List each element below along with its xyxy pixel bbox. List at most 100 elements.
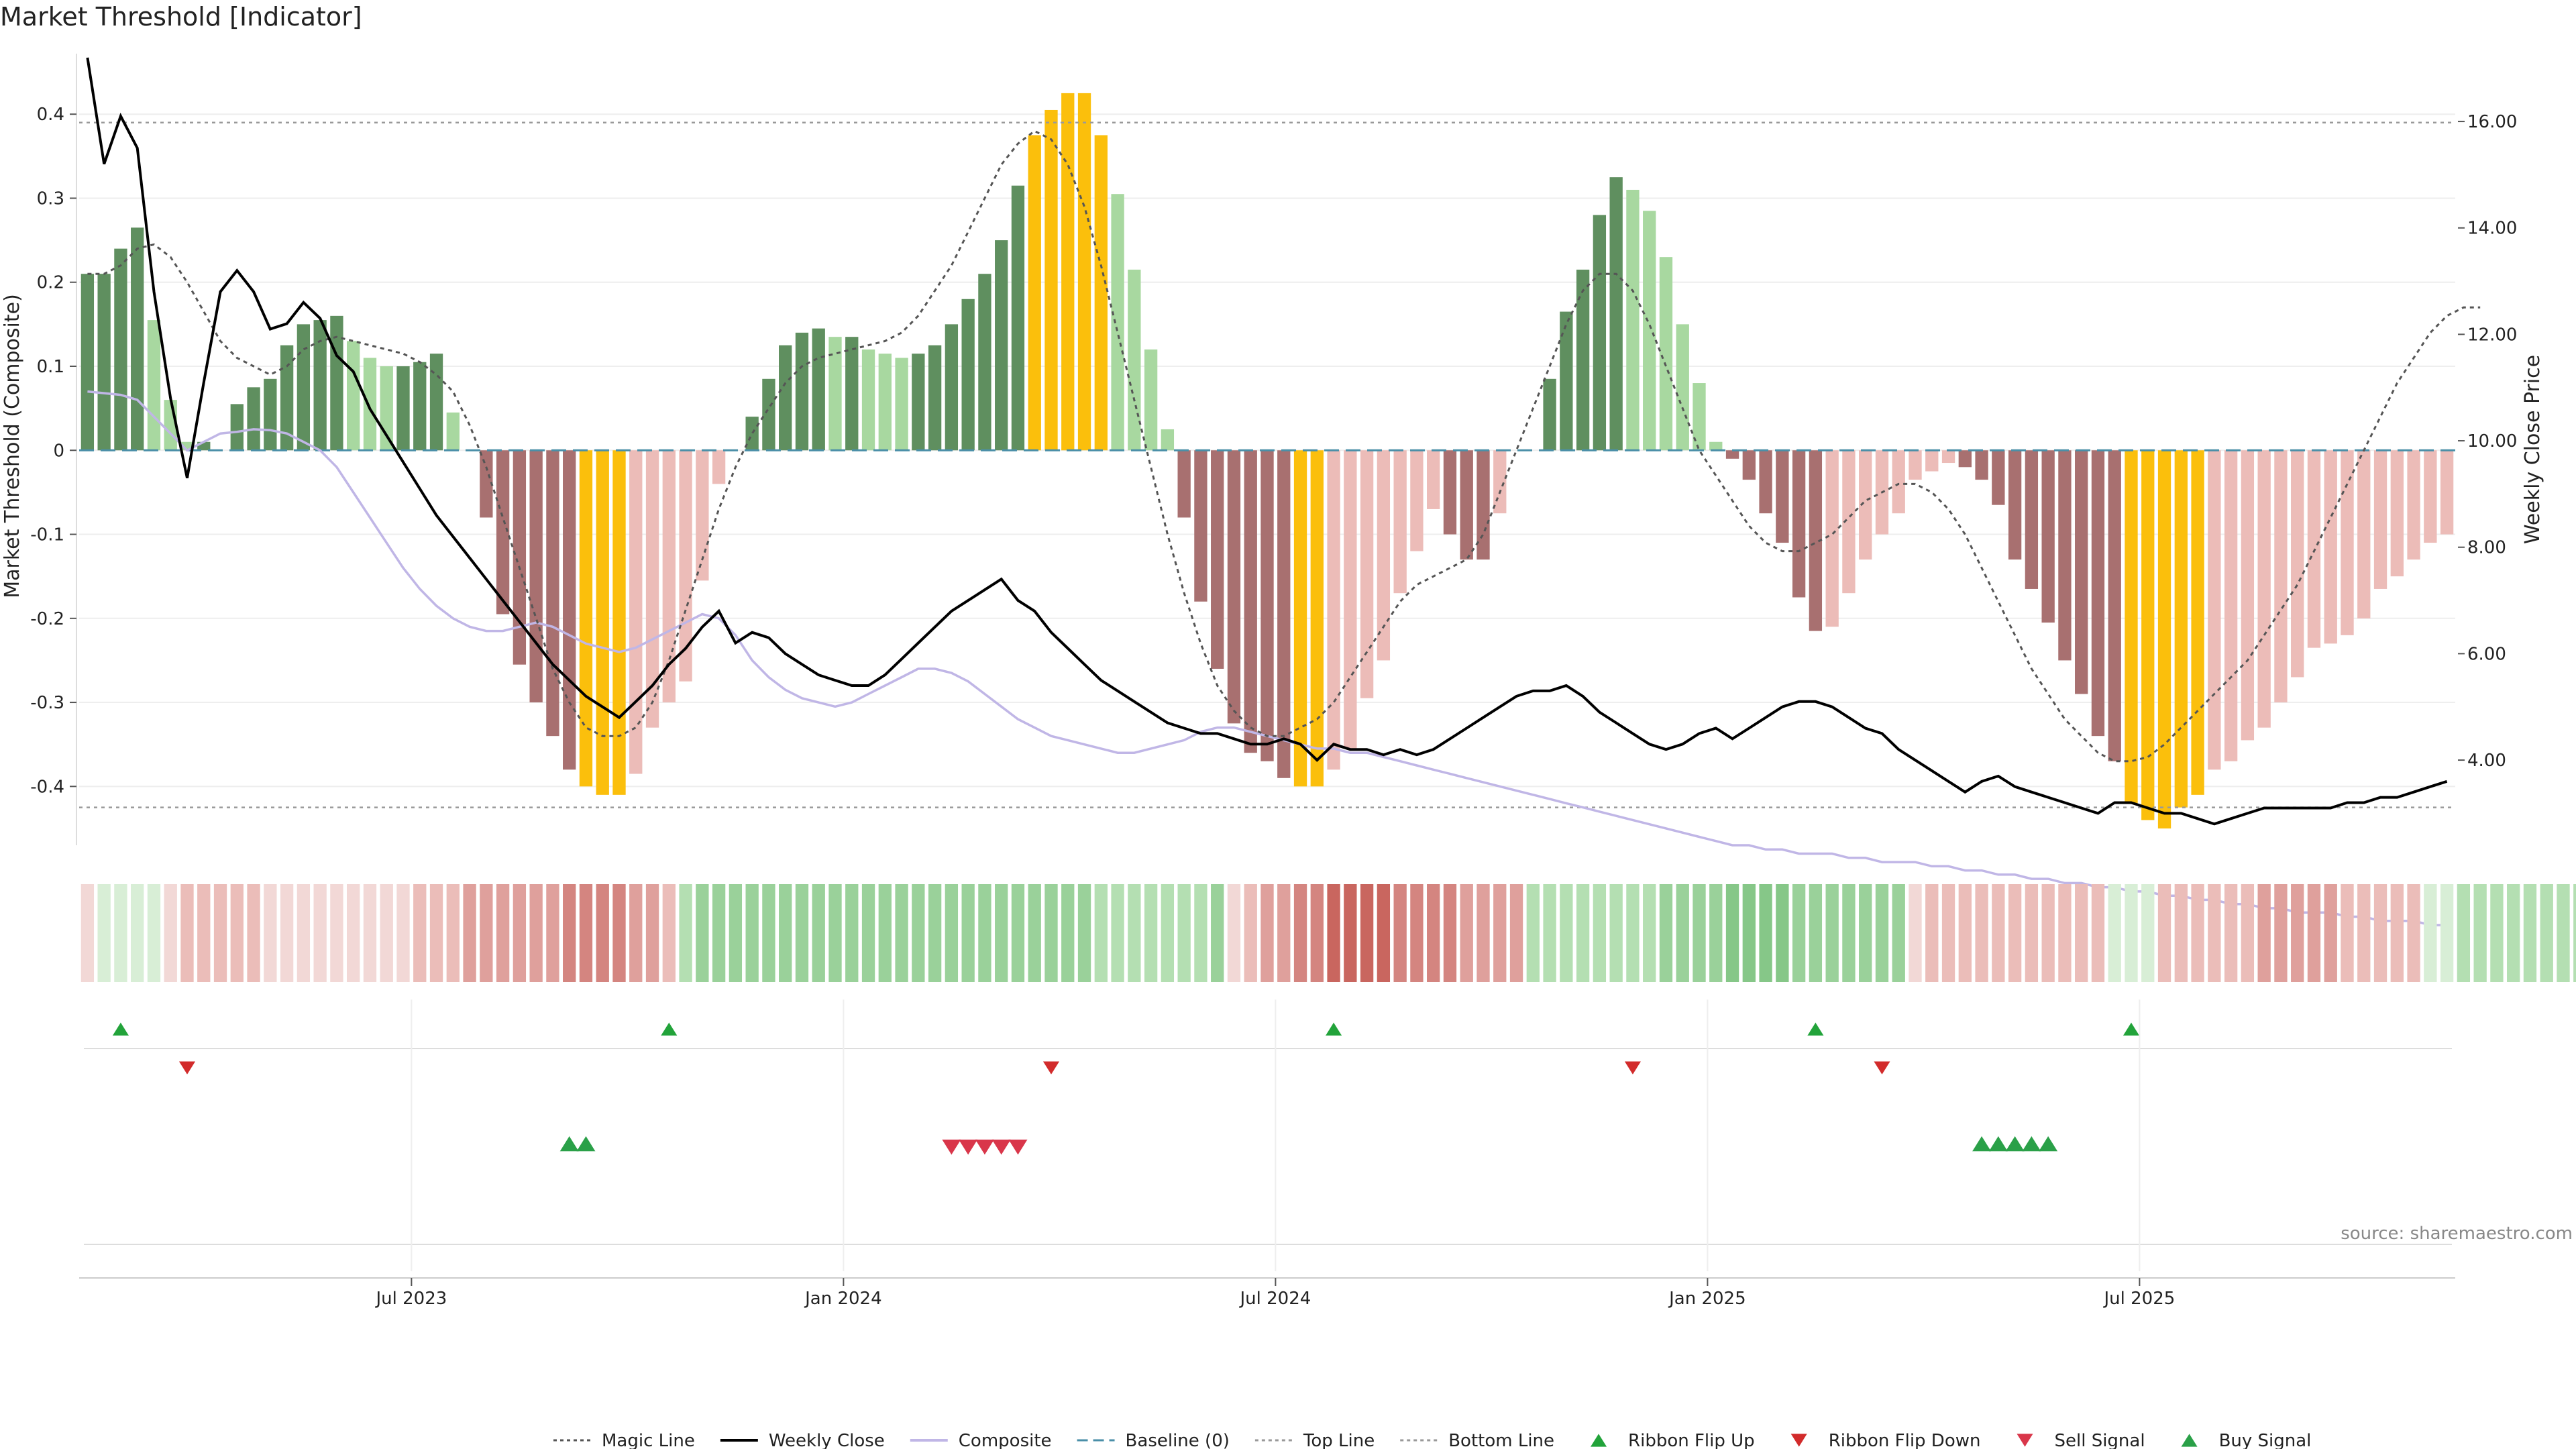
ribbon-cell [1377, 884, 1391, 982]
ribbon-cell [795, 884, 809, 982]
ribbon-cell [1277, 884, 1291, 982]
histogram-bar [745, 417, 759, 451]
buy-signal-marker [1988, 1136, 2008, 1152]
ribbon-cell [1709, 884, 1723, 982]
ribbon-cell [1892, 884, 1905, 982]
histogram-bar [1925, 450, 1939, 472]
ribbon-cell [1560, 884, 1573, 982]
ribbon-cell [1626, 884, 1640, 982]
histogram-bar [1776, 450, 1789, 543]
histogram-bar [1077, 93, 1091, 451]
legend-label: Buy Signal [2219, 1431, 2312, 1449]
histogram-bar [2157, 450, 2171, 828]
histogram-bar [1992, 450, 2005, 505]
histogram-bar [2058, 450, 2072, 661]
histogram-bar [114, 248, 127, 451]
ribbon-cell [2141, 884, 2155, 982]
histogram-bar [363, 358, 377, 451]
source-note: source: sharemaestro.com [2341, 1224, 2573, 1244]
ribbon-cell [114, 884, 127, 982]
series-lines [79, 57, 2481, 926]
histogram-bar [563, 450, 576, 770]
histogram-bar [1941, 450, 1955, 464]
ribbon-cell [1310, 884, 1324, 982]
histogram-bar [2373, 450, 2387, 589]
histogram-bar [1958, 450, 1972, 468]
right-tick-label: 4.00 [2467, 751, 2506, 771]
sell-signal-marker [975, 1139, 994, 1155]
histogram-bar [1377, 450, 1391, 661]
histogram-bar [97, 274, 111, 451]
legend-item: Sell Signal [2017, 1431, 2145, 1449]
ribbon-cell [696, 884, 709, 982]
ribbon-cell [1410, 884, 1424, 982]
buy-signal-marker [2039, 1136, 2058, 1152]
histogram-bars [80, 93, 2454, 828]
histogram-bar [2390, 450, 2404, 577]
right-tick-label: 10.00 [2467, 431, 2517, 451]
histogram-bar [1161, 429, 1175, 451]
ribbon-cell [1227, 884, 1241, 982]
x-tick-label: Jul 2024 [1238, 1289, 1311, 1309]
histogram-bar [1443, 450, 1457, 535]
ribbon-cell [2307, 884, 2321, 982]
left-tick-label: -0.2 [30, 609, 64, 629]
histogram-bar [2274, 450, 2288, 703]
ribbon-cell [297, 884, 311, 982]
ribbon-cell [1344, 884, 1357, 982]
ribbon-cell [396, 884, 410, 982]
ribbon-cell [1360, 884, 1374, 982]
ribbon-cell [895, 884, 908, 982]
ribbon-cell [1211, 884, 1224, 982]
ribbon-flip-down-marker [179, 1061, 195, 1075]
ribbon-cell [2357, 884, 2371, 982]
ribbon-cell [945, 884, 959, 982]
left-tick-label: 0.2 [37, 273, 64, 293]
ribbon-cell [280, 884, 294, 982]
ribbon-cell [1111, 884, 1124, 982]
ribbon-cell [380, 884, 393, 982]
ribbon-cell [2157, 884, 2171, 982]
ribbon-cell [197, 884, 211, 982]
histogram-bar [429, 354, 443, 451]
histogram-bar [1792, 450, 1806, 598]
ribbon-cell [1477, 884, 1490, 982]
histogram-bar [2125, 450, 2138, 804]
ribbon-cell [1809, 884, 1823, 982]
ribbon-cell [97, 884, 111, 982]
ribbon-cell [1676, 884, 1689, 982]
histogram-bar [546, 450, 559, 737]
ribbon-cell [1194, 884, 1208, 982]
ribbon-cell [247, 884, 260, 982]
ribbon-cell [2424, 884, 2437, 982]
ribbon-cell [762, 884, 775, 982]
ribbon-cell [1509, 884, 1523, 982]
ribbon-cell [2407, 884, 2420, 982]
ribbon-cell [164, 884, 177, 982]
ribbon-cell [1260, 884, 1274, 982]
buy-signal-marker [576, 1136, 596, 1152]
histogram-bar [1144, 349, 1158, 451]
sell-signal-marker [991, 1139, 1011, 1155]
histogram-bar [1360, 450, 1374, 698]
right-tick-label: 6.00 [2467, 644, 2506, 664]
ribbon-cell [1443, 884, 1457, 982]
ribbon-cell [1941, 884, 1955, 982]
left-tick-label: -0.3 [30, 693, 64, 713]
ribbon-cell [264, 884, 277, 982]
ribbon-cell [2390, 884, 2404, 982]
ribbon-cell [2174, 884, 2188, 982]
histogram-bar [1427, 450, 1440, 509]
ribbon-cell [912, 884, 925, 982]
histogram-bar [1327, 450, 1340, 770]
ribbon-cell [2091, 884, 2105, 982]
ribbon-cell [2440, 884, 2454, 982]
ribbon-cell [546, 884, 559, 982]
ribbon-cell [961, 884, 975, 982]
ribbon-cell [1044, 884, 1058, 982]
ribbon-cell [213, 884, 227, 982]
legend: Magic Line Weekly Close Composite Baseline … [553, 1431, 2311, 1449]
ribbon-cell [978, 884, 991, 982]
ribbon-cell [1776, 884, 1789, 982]
